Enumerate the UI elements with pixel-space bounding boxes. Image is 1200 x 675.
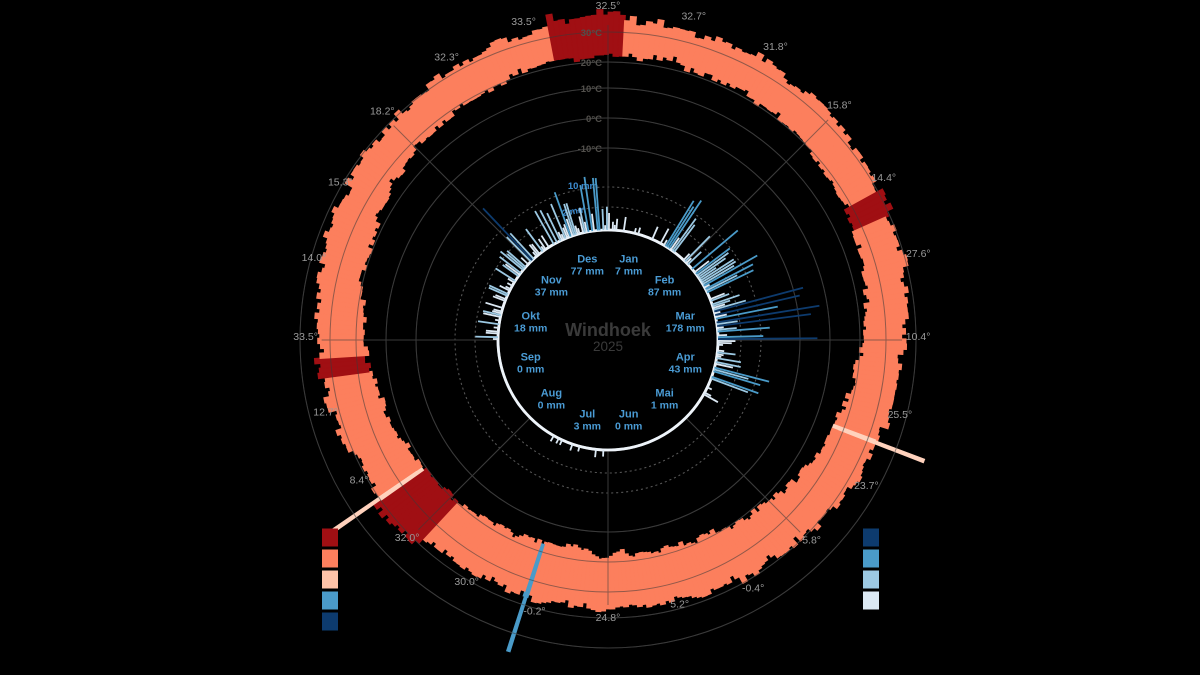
svg-text:33.5°: 33.5° bbox=[293, 331, 318, 343]
svg-text:32.5°: 32.5° bbox=[596, 0, 621, 12]
svg-text:Mar: Mar bbox=[676, 310, 696, 322]
svg-text:Aug: Aug bbox=[541, 388, 562, 400]
svg-text:32.3°: 32.3° bbox=[434, 52, 459, 64]
svg-text:15.8°: 15.8° bbox=[827, 100, 852, 112]
svg-text:77 mm: 77 mm bbox=[571, 266, 604, 278]
svg-text:0 mm: 0 mm bbox=[538, 400, 565, 412]
svg-text:Mai: Mai bbox=[655, 388, 673, 400]
svg-text:8.4°: 8.4° bbox=[350, 475, 369, 487]
svg-text:32.7°: 32.7° bbox=[681, 11, 706, 23]
svg-text:27.6°: 27.6° bbox=[906, 248, 931, 260]
svg-text:-0.2°: -0.2° bbox=[523, 605, 545, 617]
svg-text:Sep: Sep bbox=[521, 352, 541, 364]
svg-text:15.3°: 15.3° bbox=[328, 176, 353, 188]
svg-text:24.8°: 24.8° bbox=[596, 612, 621, 624]
svg-text:Apr: Apr bbox=[676, 352, 696, 364]
svg-text:7 mm: 7 mm bbox=[615, 266, 642, 278]
svg-text:Okt: Okt bbox=[522, 310, 541, 322]
svg-text:10.4°: 10.4° bbox=[906, 331, 931, 343]
svg-text:87 mm: 87 mm bbox=[648, 286, 681, 298]
svg-text:5.8°: 5.8° bbox=[802, 535, 821, 547]
svg-text:Nov: Nov bbox=[541, 274, 563, 286]
svg-text:23.7°: 23.7° bbox=[854, 480, 879, 492]
svg-text:-0.4°: -0.4° bbox=[742, 583, 764, 595]
svg-text:37 mm: 37 mm bbox=[535, 286, 568, 298]
svg-text:1 mm: 1 mm bbox=[651, 400, 678, 412]
svg-text:25.5°: 25.5° bbox=[888, 409, 913, 421]
svg-text:31.8°: 31.8° bbox=[763, 41, 788, 53]
svg-text:14.0°: 14.0° bbox=[302, 252, 327, 264]
svg-text:0 mm: 0 mm bbox=[517, 364, 544, 376]
svg-text:-10°C: -10°C bbox=[578, 144, 603, 155]
svg-text:Jun: Jun bbox=[619, 408, 639, 420]
svg-text:Des: Des bbox=[577, 254, 597, 266]
svg-text:12.7°: 12.7° bbox=[313, 407, 338, 419]
svg-text:18 mm: 18 mm bbox=[514, 322, 547, 334]
svg-text:43 mm: 43 mm bbox=[669, 364, 702, 376]
svg-text:18.2°: 18.2° bbox=[370, 105, 395, 117]
svg-text:2025: 2025 bbox=[593, 339, 623, 354]
svg-text:Jan: Jan bbox=[619, 254, 638, 266]
svg-text:Jul: Jul bbox=[579, 408, 595, 420]
svg-text:Feb: Feb bbox=[655, 274, 675, 286]
svg-text:32.0°: 32.0° bbox=[395, 532, 420, 544]
svg-text:3 mm: 3 mm bbox=[574, 420, 601, 432]
svg-text:30°C: 30°C bbox=[581, 28, 602, 39]
svg-text:5.2°: 5.2° bbox=[670, 599, 689, 611]
svg-text:33.5°: 33.5° bbox=[511, 16, 536, 28]
svg-text:10°C: 10°C bbox=[581, 84, 602, 95]
svg-text:30.0°: 30.0° bbox=[454, 576, 479, 588]
svg-text:178 mm: 178 mm bbox=[666, 322, 705, 334]
svg-text:0 mm: 0 mm bbox=[615, 420, 642, 432]
svg-text:20°C: 20°C bbox=[581, 58, 602, 69]
svg-text:Windhoek: Windhoek bbox=[565, 320, 652, 340]
svg-text:14.4°: 14.4° bbox=[871, 172, 896, 184]
svg-text:0°C: 0°C bbox=[586, 114, 602, 125]
